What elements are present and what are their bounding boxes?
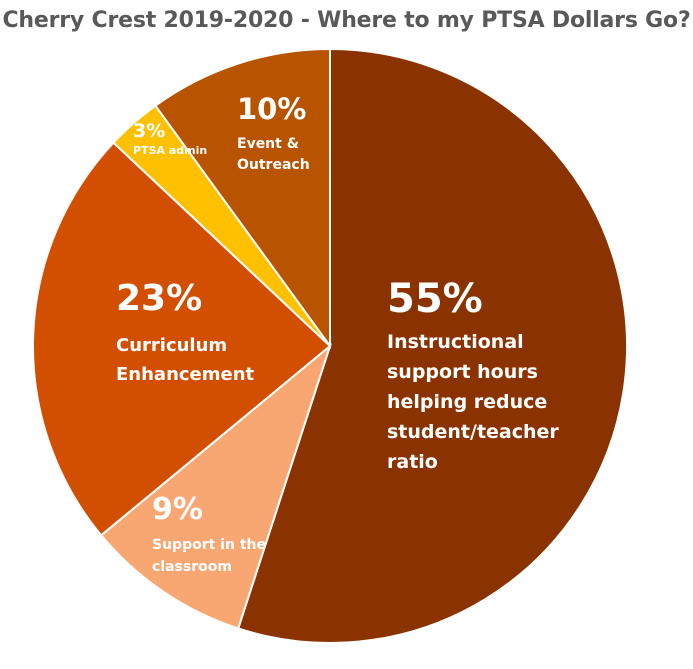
pie-slice-curriculum [32, 141, 332, 537]
slice-label-support: 9% Support in the classroom [152, 492, 266, 578]
slice-desc-curriculum: Curriculum Enhancement [116, 335, 255, 385]
pie-slice-event [154, 47, 331, 350]
slice-desc-event: Event & Outreach [237, 136, 310, 173]
slice-label-instructional: 55% Instructional support hours helping … [387, 275, 559, 477]
slice-label-curriculum: 23% Curriculum Enhancement [116, 277, 254, 389]
slice-desc-support: Support in the classroom [152, 537, 266, 575]
slice-percent-admin: 3% [133, 120, 166, 142]
pie-slice-support [99, 343, 333, 630]
slice-desc-admin: PTSA admin [133, 144, 208, 157]
slice-label-event: 10% Event & Outreach [237, 92, 310, 176]
slice-percent-instructional: 55% [387, 276, 483, 322]
slice-percent-curriculum: 23% [116, 278, 203, 319]
slice-desc-instructional: Instructional support hours helping redu… [387, 331, 559, 473]
slice-percent-support: 9% [152, 492, 203, 527]
slice-percent-event: 10% [237, 92, 307, 126]
pie-slice-instructional [236, 47, 628, 644]
slice-label-admin: 3% PTSA admin [133, 120, 207, 158]
chart-title: Cherry Crest 2019-2020 - Where to my PTS… [2, 8, 691, 33]
